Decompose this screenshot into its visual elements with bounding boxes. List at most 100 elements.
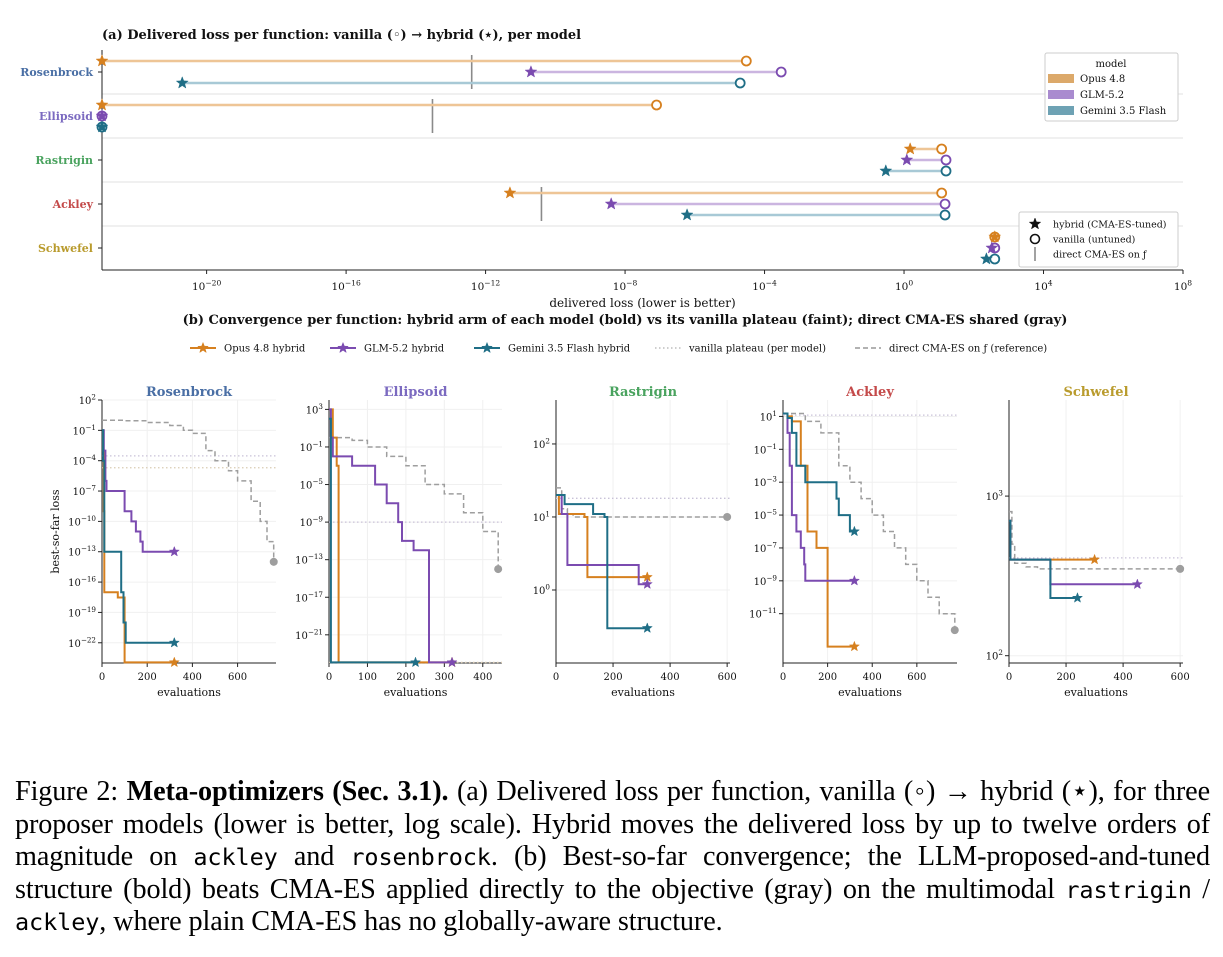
hybrid-curve-glm <box>102 429 175 553</box>
x-tick-label-base: 10 <box>1034 281 1047 293</box>
y-tick-label: 103 <box>986 489 1004 504</box>
figure-caption: Figure 2: Meta-optimizers (Sec. 3.1). (a… <box>15 776 1210 939</box>
hybrid-point-glm-ackley <box>604 197 618 210</box>
x-tick-label: 200 <box>1057 672 1076 683</box>
y-tick-label-base: 10 <box>73 426 86 437</box>
x-tick-label: 400 <box>863 672 882 683</box>
y-tick-label-base: 10 <box>79 396 92 407</box>
y-tick-label: 10−9 <box>754 573 778 588</box>
y-tick-label-exp: −11 <box>762 606 777 615</box>
hybrid-curve-gemini <box>329 417 416 664</box>
y-tick-label-exp: −13 <box>308 552 324 561</box>
x-tick-label: 200 <box>138 672 157 683</box>
x-axis-label: evaluations <box>611 686 675 699</box>
model-legend-label-glm: GLM-5.2 <box>1080 90 1124 101</box>
y-tick-label-base: 10 <box>73 457 86 468</box>
y-tick-label-exp: 3 <box>998 489 1003 498</box>
y-tick-label-exp: 2 <box>91 393 96 402</box>
y-tick-label-exp: −21 <box>308 627 323 636</box>
x-tick-label: 400 <box>661 672 680 683</box>
y-tick-label-exp: 2 <box>545 436 550 445</box>
y-tick-label-base: 10 <box>306 405 319 416</box>
y-tick-label-base: 10 <box>749 610 762 621</box>
y-tick-label: 10−5 <box>300 477 324 492</box>
caption-figure-label: Figure 2: <box>15 776 127 807</box>
y-tick-label-base: 10 <box>68 578 81 589</box>
y-tick-label: 10−16 <box>68 575 96 590</box>
hybrid-endpoint-gemini <box>641 622 653 633</box>
hybrid-curve-glm <box>783 412 855 582</box>
hybrid-curve-opus <box>1009 519 1095 561</box>
y-category-schwefel: Schwefel <box>38 242 93 255</box>
panel-title-rastrigin: Rastrigin <box>609 385 678 400</box>
caption-code-ackley-2: ackley <box>15 908 100 937</box>
x-tick-label: 10−12 <box>471 278 501 293</box>
y-tick-label-base: 10 <box>986 652 999 663</box>
hybrid-endpoint-opus <box>1088 553 1101 565</box>
hybrid-point-glm-rastrigin <box>900 153 914 166</box>
direct-cmaes-curve <box>556 487 728 518</box>
model-legend-swatch-opus <box>1048 74 1074 83</box>
hybrid-curve-glm <box>329 408 452 664</box>
y-tick-label: 10−13 <box>68 544 96 559</box>
model-legend-label-gemini: Gemini 3.5 Flash <box>1080 106 1167 117</box>
panel-title-ellipsoid: Ellipsoid <box>384 385 448 400</box>
x-tick-label: 0 <box>99 672 105 683</box>
marker-legend-label: hybrid (CMA-ES-tuned) <box>1053 220 1167 231</box>
x-tick-label: 0 <box>553 672 559 683</box>
x-tick-label-exp: 0 <box>908 278 913 287</box>
y-tick-label: 10−22 <box>68 635 96 650</box>
y-tick-label-exp: −22 <box>81 635 96 644</box>
marker-legend: hybrid (CMA-ES-tuned) vanilla (untuned) di… <box>1018 211 1179 268</box>
y-tick-label-base: 10 <box>986 492 999 503</box>
y-tick-label-base: 10 <box>295 556 308 567</box>
hybrid-curve-opus <box>329 408 452 664</box>
y-tick-label-base: 10 <box>754 577 767 588</box>
hybrid-curve-glm <box>556 494 648 586</box>
y-tick-label-exp: −19 <box>81 605 97 614</box>
y-tick-label-base: 10 <box>754 478 767 489</box>
legend-star-opus <box>197 341 209 354</box>
model-legend-swatch-gemini <box>1048 106 1074 115</box>
y-tick-label-base: 10 <box>533 586 546 597</box>
x-tick-label: 100 <box>895 278 913 293</box>
y-tick-label-exp: −9 <box>766 573 777 582</box>
y-tick-label-exp: 1 <box>772 409 777 418</box>
panel-title-rosenbrock: Rosenbrock <box>146 385 233 400</box>
y-axis-label: best-so-far loss <box>49 489 62 573</box>
y-tick-label: 10−11 <box>749 606 777 621</box>
x-axis-label: evaluations <box>384 686 448 699</box>
caption-text-5: , where plain CMA-ES has no globally-awa… <box>99 906 723 938</box>
x-tick-label: 0 <box>326 672 332 683</box>
legend-label-gemini: Gemini 3.5 Flash hybrid <box>508 344 631 355</box>
caption-code-rastrigin: rastrigin <box>1065 875 1192 904</box>
hybrid-endpoint-glm <box>641 578 653 589</box>
x-tick-label: 200 <box>818 672 837 683</box>
hybrid-curve-opus <box>102 429 175 664</box>
caption-bold-title: Meta-optimizers (Sec. 3.1). <box>126 776 449 807</box>
x-tick-label: 400 <box>473 672 492 683</box>
x-tick-label: 10−20 <box>192 278 222 293</box>
y-tick-label-base: 10 <box>73 487 86 498</box>
vanilla-point-opus-ackley <box>936 187 948 199</box>
x-tick-label: 400 <box>1114 672 1133 683</box>
hybrid-endpoint-glm <box>168 545 180 557</box>
x-tick-label-base: 10 <box>1174 281 1187 293</box>
y-tick-label-exp: −9 <box>312 515 323 524</box>
y-tick-label-exp: −10 <box>81 514 97 523</box>
hybrid-endpoint-gemini <box>848 525 861 537</box>
legend-label-dashed: direct CMA-ES on ƒ (reference) <box>889 344 1047 355</box>
x-tick-label: 10−8 <box>613 278 638 293</box>
legend-label-dotted: vanilla plateau (per model) <box>688 344 826 355</box>
x-tick-label: 10−4 <box>752 278 777 293</box>
vanilla-point-glm-ackley <box>939 198 951 210</box>
y-tick-label: 102 <box>79 393 96 408</box>
x-tick-label: 100 <box>358 672 377 683</box>
panel-b-title: (b) Convergence per function: hybrid arm… <box>183 313 1068 328</box>
direct-cmaes-curve <box>783 412 956 631</box>
panel-a-title: (a) Delivered loss per function: vanilla… <box>102 28 581 43</box>
x-tick-label: 300 <box>435 672 454 683</box>
y-tick-label: 10−10 <box>68 514 96 529</box>
